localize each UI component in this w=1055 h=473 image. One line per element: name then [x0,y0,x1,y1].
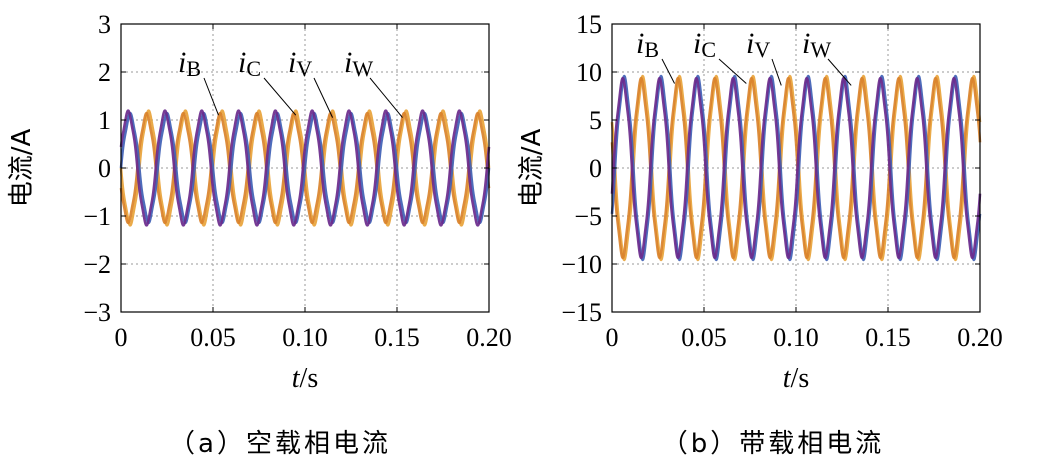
annotation-leader-iB [661,58,676,84]
annotation-var: i [802,27,810,60]
annotation-leader-iV [313,77,334,118]
x-tick-label: 0.20 [466,323,512,352]
y-tick-label: 5 [589,106,602,135]
x-tick-label: 0 [606,323,619,352]
y-tick-label: −5 [574,202,602,231]
annotation-var: i [238,46,246,79]
series-line-iC [119,111,491,225]
x-tick-label: 0.15 [374,323,420,352]
x-tick-label: 0 [115,323,128,352]
x-tick-label: 0.20 [957,323,1003,352]
annotation-var: i [636,27,644,60]
annotation-subscript: V [754,37,770,62]
y-tick-label: 10 [576,58,602,87]
annotation-var: i [288,46,296,79]
annotation-subscript: V [296,56,312,81]
y-tick-label: −10 [561,250,602,279]
annotation-subscript: C [701,37,716,62]
annotation-label-iV: iV [746,27,770,62]
annotation-label-iC: iC [238,46,261,81]
series-line-iW [610,76,982,260]
y-tick-label: −2 [83,250,111,279]
y-tick-label: 15 [576,10,602,39]
y-axis-label: 电流/A [517,129,547,208]
y-tick-label: 1 [98,106,111,135]
annotation-subscript: B [644,37,659,62]
y-tick-label: 3 [98,10,111,39]
y-tick-label: 2 [98,58,111,87]
annotation-var: i [178,46,186,79]
series-line-iV [119,111,491,225]
x-axis-label: t/s [783,363,809,394]
annotation-label-iV: iV [288,46,312,81]
annotation-var: i [344,46,352,79]
x-axis-label: t/s [292,363,318,394]
series-line-iB [610,74,982,262]
x-axis-label-var: t [292,363,301,394]
annotation-label-iB: iB [636,27,659,62]
y-axis-label: 电流/A [7,129,37,208]
annotation-leader-iC [263,77,297,116]
x-tick-label: 0.05 [681,323,727,352]
annotation-label-iW: iW [344,46,373,81]
annotation-var: i [693,27,701,60]
series-line-iC [610,76,982,260]
caption-b: （b）带载相电流 [662,429,885,459]
annotation-subscript: W [810,37,831,62]
annotation-subscript: B [186,56,201,81]
annotation-label-iW: iW [802,27,831,62]
annotation-label-iC: iC [693,27,716,62]
annotation-leader-iC [718,58,747,84]
annotation-leader-iW [369,77,403,118]
annotation-leader-iB [203,77,219,116]
series-line-iW [119,109,491,227]
panel-b: 0 0.05 0.10 0.15 0.20−15−10−5051015电流/At/siB… [517,10,1003,459]
x-axis-label-var: t [783,363,792,394]
x-axis-label-unit: /s [300,363,319,394]
y-tick-label: −3 [83,298,111,327]
annotation-subscript: C [246,56,261,81]
x-tick-label: 0.10 [773,323,819,352]
annotation-leader-iW [827,58,852,86]
x-tick-label: 0.15 [865,323,911,352]
x-tick-label: 0.10 [282,323,328,352]
annotation-subscript: W [352,56,373,81]
y-tick-label: 0 [98,154,111,183]
caption-a: （a）空载相电流 [169,429,391,459]
y-tick-label: −1 [83,202,111,231]
y-tick-label: −15 [561,298,602,327]
y-tick-label: 0 [589,154,602,183]
series-line-iV [610,74,982,262]
annotation-leader-iV [771,58,782,86]
annotation-var: i [746,27,754,60]
x-axis-label-unit: /s [791,363,810,394]
x-tick-label: 0.05 [190,323,236,352]
annotation-label-iB: iB [178,46,201,81]
